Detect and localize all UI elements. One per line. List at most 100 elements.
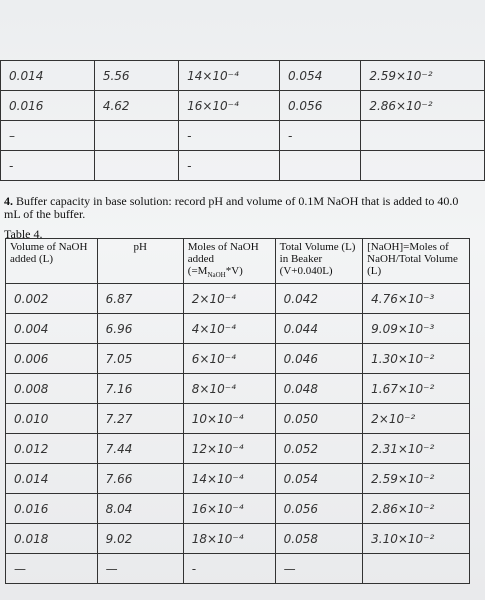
table-cell: 18×10⁻⁴: [182, 523, 276, 555]
table-cell: 4.76×10⁻³: [362, 283, 470, 315]
table-cell: 0.002: [5, 283, 98, 315]
table-cell: 2.59×10⁻²: [362, 463, 470, 495]
table-cell: 2.31×10⁻²: [362, 433, 470, 465]
table-cell: 0.014: [5, 463, 98, 495]
table-caption: Table 4.: [4, 227, 43, 241]
table-cell: 7.16: [96, 373, 184, 405]
table-row: 0.016 4.62 16×10⁻⁴ 0.056 2.86×10⁻²: [0, 90, 485, 121]
table-cell: 4×10⁻⁴: [182, 313, 276, 345]
table-row: 0.006 7.05 6×10⁻⁴ 0.046 1.30×10⁻²: [5, 343, 470, 375]
table-cell: 7.66: [96, 463, 184, 495]
table-cell: 12×10⁻⁴: [182, 433, 276, 465]
table-cell: 0.056: [278, 90, 362, 121]
table-cell: 8.04: [96, 493, 184, 525]
table-row: 0.008 7.16 8×10⁻⁴ 0.048 1.67×10⁻²: [5, 373, 470, 405]
header-text: NaOH: [207, 271, 226, 280]
table-cell: 0.052: [274, 433, 364, 465]
table-cell: -: [178, 150, 280, 181]
table-cell: -: [178, 120, 280, 151]
table-cell: 2.86×10⁻²: [362, 493, 470, 525]
table-cell: [278, 150, 362, 181]
header-text: *V): [225, 265, 243, 277]
table-cell: [360, 150, 485, 181]
table-cell: 0.006: [5, 343, 98, 375]
table-cell: 0.056: [274, 493, 364, 525]
table-row: — — - —: [5, 553, 470, 585]
table-cell: 4.62: [93, 90, 180, 121]
table-cell: -: [278, 120, 362, 151]
table-cell: 14×10⁻⁴: [178, 60, 280, 91]
table-cell: 0.014: [0, 60, 95, 91]
table-row: 0.016 8.04 16×10⁻⁴ 0.056 2.86×10⁻²: [5, 493, 470, 525]
table-cell: 16×10⁻⁴: [182, 493, 276, 525]
table-row: 0.010 7.27 10×10⁻⁴ 0.050 2×10⁻²: [5, 403, 470, 435]
table-cell: -: [0, 150, 95, 181]
table-cell: 10×10⁻⁴: [182, 403, 276, 435]
table-cell: 0.042: [274, 283, 364, 315]
table-cell: 0.016: [0, 90, 95, 121]
table-cell: 0.050: [274, 403, 364, 435]
table-cell: 16×10⁻⁴: [178, 90, 280, 121]
section-number: 4.: [4, 194, 13, 208]
table-cell: 6.87: [96, 283, 184, 315]
table-cell: 5.56: [93, 60, 180, 91]
table-cell: 6.96: [96, 313, 184, 345]
table-cell: 8×10⁻⁴: [182, 373, 276, 405]
table-row: 0.018 9.02 18×10⁻⁴ 0.058 3.10×10⁻²: [5, 523, 470, 555]
table-cell: 0.054: [274, 463, 364, 495]
table-cell: 0.046: [274, 343, 364, 375]
header-row: Volume of NaOH added (L) pH Moles of NaOH …: [5, 237, 470, 285]
table-cell: 7.44: [96, 433, 184, 465]
table-cell: 2.59×10⁻²: [360, 60, 485, 91]
table-cell: —: [96, 553, 184, 585]
table-cell: 0.016: [5, 493, 98, 525]
table-cell: –: [0, 120, 95, 151]
table-cell: 2×10⁻⁴: [182, 283, 276, 315]
table-row: 0.014 5.56 14×10⁻⁴ 0.054 2.59×10⁻²: [0, 60, 485, 91]
table-cell: 0.048: [274, 373, 364, 405]
table-cell: 1.30×10⁻²: [362, 343, 470, 375]
header-cell: pH: [96, 237, 184, 285]
table-cell: 2×10⁻²: [362, 403, 470, 435]
table-cell: 9.09×10⁻³: [362, 313, 470, 345]
table-cell: 0.018: [5, 523, 98, 555]
header-cell: Moles of NaOH added (=MNaOH*V): [182, 237, 276, 285]
table-cell: 7.05: [96, 343, 184, 375]
table-cell: 3.10×10⁻²: [362, 523, 470, 555]
table-cell: 0.008: [5, 373, 98, 405]
table-cell: 2.86×10⁻²: [360, 90, 485, 121]
table-cell: 6×10⁻⁴: [182, 343, 276, 375]
table-cell: [362, 553, 470, 585]
header-text: Moles of NaOH added (=M: [187, 241, 259, 277]
table-row: 0.014 7.66 14×10⁻⁴ 0.054 2.59×10⁻²: [5, 463, 470, 495]
table-cell: 7.27: [96, 403, 184, 435]
table-cell: [93, 150, 180, 181]
table-cell: —: [5, 553, 98, 585]
table-cell: [360, 120, 485, 151]
data-table: Volume of NaOH added (L) pH Moles of NaOH …: [5, 237, 470, 585]
table-cell: 0.044: [274, 313, 364, 345]
table-cell: 14×10⁻⁴: [182, 463, 276, 495]
table-row: --: [0, 150, 485, 181]
table-row: 0.002 6.87 2×10⁻⁴ 0.042 4.76×10⁻³: [5, 283, 470, 315]
section-text: Buffer capacity in base solution: record…: [4, 194, 459, 221]
table-cell: 0.012: [5, 433, 98, 465]
table-cell: 1.67×10⁻²: [362, 373, 470, 405]
header-cell: Total Volume (L) in Beaker (V+0.040L): [274, 237, 364, 285]
header-cell: Volume of NaOH added (L): [5, 237, 98, 285]
table-cell: 0.004: [5, 313, 98, 345]
table-row: – - -: [0, 120, 485, 151]
header-cell: [NaOH]=Moles of NaOH/Total Volume (L): [362, 237, 470, 285]
table-cell: 0.010: [5, 403, 98, 435]
table-row: 0.004 6.96 4×10⁻⁴ 0.044 9.09×10⁻³: [5, 313, 470, 345]
table-cell: [93, 120, 180, 151]
table-cell: —: [274, 553, 364, 585]
table-cell: 0.054: [278, 60, 362, 91]
table-cell: 9.02: [96, 523, 184, 555]
section-heading: 4. Buffer capacity in base solution: rec…: [4, 195, 474, 221]
table-row: 0.012 7.44 12×10⁻⁴ 0.052 2.31×10⁻²: [5, 433, 470, 465]
top-table: 0.014 5.56 14×10⁻⁴ 0.054 2.59×10⁻² 0.016 4.62 1…: [0, 60, 485, 181]
table-cell: 0.058: [274, 523, 364, 555]
table-cell: -: [182, 553, 276, 585]
